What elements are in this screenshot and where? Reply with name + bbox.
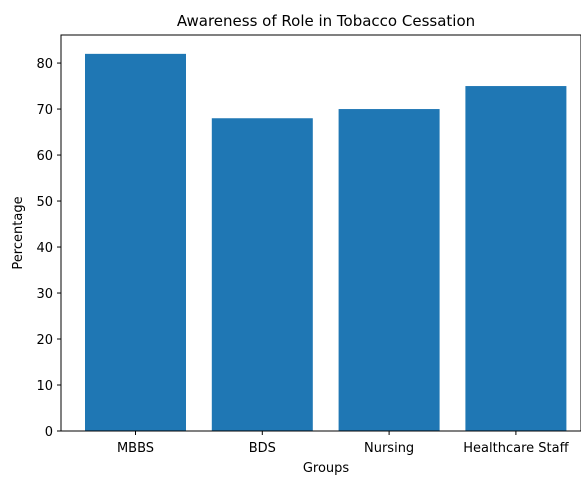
y-axis-label: Percentage — [11, 196, 26, 269]
y-tick-label: 80 — [36, 57, 53, 72]
y-tick-label: 0 — [45, 425, 53, 440]
y-tick-label: 20 — [36, 333, 53, 348]
bars-group — [85, 53, 567, 432]
bar-mbbs — [85, 53, 186, 431]
y-tick-label: 30 — [36, 287, 53, 302]
plot-frame — [60, 34, 581, 432]
x-axis-label: Groups — [303, 461, 350, 476]
bar-healthcare-staff — [465, 86, 567, 432]
y-tick-label: 10 — [36, 379, 53, 394]
x-tick-label: MBBS — [117, 441, 154, 456]
x-tick-label: Healthcare Staff — [463, 441, 569, 456]
chart-title: Awareness of Role in Tobacco Cessation — [177, 12, 475, 30]
y-tick-label: 60 — [36, 149, 53, 164]
y-axis-ticks: 0 10 20 30 40 50 60 70 80 — [36, 57, 61, 440]
y-tick-label: 70 — [36, 103, 53, 118]
bar-nursing — [338, 109, 440, 432]
y-tick-label: 40 — [36, 241, 53, 256]
bar-bds — [211, 118, 313, 432]
x-axis-ticks: MBBS BDS Nursing Healthcare Staff — [117, 431, 570, 456]
x-tick-label: BDS — [249, 441, 276, 456]
y-tick-label: 50 — [36, 195, 53, 210]
x-tick-label: Nursing — [364, 441, 414, 456]
